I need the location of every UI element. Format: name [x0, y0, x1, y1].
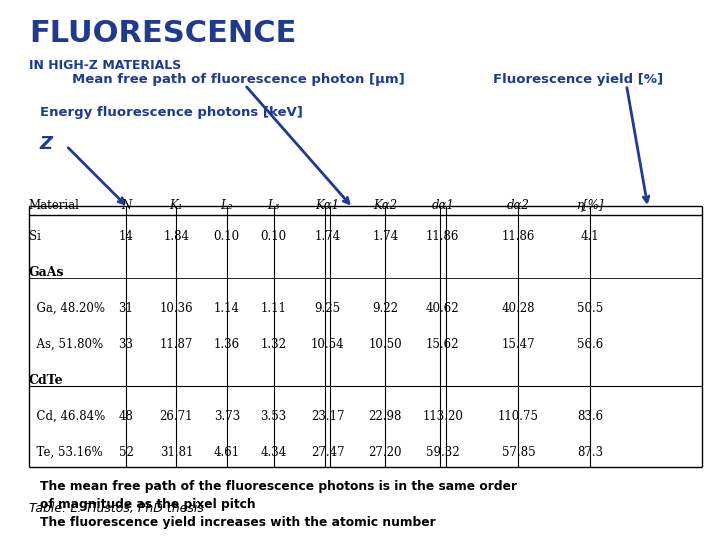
Text: Table: L. Tlustos, PhD thesis: Table: L. Tlustos, PhD thesis [29, 502, 204, 515]
Text: Z: Z [40, 135, 53, 153]
Text: IN HIGH-Z MATERIALS: IN HIGH-Z MATERIALS [29, 59, 181, 72]
Text: Energy fluorescence photons [keV]: Energy fluorescence photons [keV] [40, 106, 302, 119]
Text: 26.71: 26.71 [160, 410, 193, 423]
Text: Ga, 48.20%: Ga, 48.20% [29, 302, 105, 315]
Text: As, 51.80%: As, 51.80% [29, 338, 103, 351]
Text: Te, 53.16%: Te, 53.16% [29, 446, 102, 459]
Text: 1.36: 1.36 [214, 338, 240, 351]
Text: 23.17: 23.17 [311, 410, 344, 423]
Text: Kα1: Kα1 [315, 199, 340, 212]
Text: The mean free path of the fluorescence photons is in the same order
of magnitude: The mean free path of the fluorescence p… [40, 480, 517, 529]
Text: 1.84: 1.84 [163, 230, 189, 243]
Text: 87.3: 87.3 [577, 446, 603, 459]
Text: 3.73: 3.73 [214, 410, 240, 423]
Text: 113.20: 113.20 [423, 410, 463, 423]
Text: 48: 48 [119, 410, 133, 423]
Text: 56.6: 56.6 [577, 338, 603, 351]
Text: 3.53: 3.53 [261, 410, 287, 423]
Text: 1.74: 1.74 [372, 230, 398, 243]
Text: 0.10: 0.10 [214, 230, 240, 243]
Text: 0.10: 0.10 [261, 230, 287, 243]
Text: FLUORESCENCE: FLUORESCENCE [29, 18, 296, 48]
Text: 14: 14 [119, 230, 133, 243]
Text: 27.47: 27.47 [311, 446, 344, 459]
Text: 22.98: 22.98 [369, 410, 402, 423]
Text: dα1: dα1 [431, 199, 454, 212]
Text: 50.5: 50.5 [577, 302, 603, 315]
Text: 1.32: 1.32 [261, 338, 287, 351]
Text: 52: 52 [119, 446, 133, 459]
Text: 15.62: 15.62 [426, 338, 459, 351]
Text: Si: Si [29, 230, 40, 243]
Text: 11.87: 11.87 [160, 338, 193, 351]
Text: η[%]: η[%] [577, 199, 604, 212]
Text: 1.74: 1.74 [315, 230, 341, 243]
Text: L₂: L₂ [220, 199, 233, 212]
Text: 57.85: 57.85 [502, 446, 535, 459]
Text: 27.20: 27.20 [369, 446, 402, 459]
Text: 4.61: 4.61 [214, 446, 240, 459]
Text: 40.62: 40.62 [426, 302, 459, 315]
Text: 110.75: 110.75 [498, 410, 539, 423]
Text: L₃: L₃ [267, 199, 280, 212]
Text: K₁: K₁ [170, 199, 183, 212]
Text: CdTe: CdTe [29, 374, 63, 387]
Text: 10.50: 10.50 [369, 338, 402, 351]
Text: 9.22: 9.22 [372, 302, 398, 315]
Text: 1.14: 1.14 [214, 302, 240, 315]
Text: Material: Material [29, 199, 80, 212]
Text: Kα2: Kα2 [373, 199, 397, 212]
Text: 10.54: 10.54 [311, 338, 344, 351]
Text: 4.34: 4.34 [261, 446, 287, 459]
Text: N: N [121, 199, 131, 212]
Text: 83.6: 83.6 [577, 410, 603, 423]
Text: 31.81: 31.81 [160, 446, 193, 459]
Text: Fluorescence yield [%]: Fluorescence yield [%] [493, 73, 663, 86]
Text: dα2: dα2 [507, 199, 530, 212]
Text: 9.25: 9.25 [315, 302, 341, 315]
Text: 11.86: 11.86 [426, 230, 459, 243]
Text: 31: 31 [119, 302, 133, 315]
Text: Mean free path of fluorescence photon [μm]: Mean free path of fluorescence photon [μ… [72, 73, 405, 86]
Text: 33: 33 [119, 338, 133, 351]
Text: 40.28: 40.28 [502, 302, 535, 315]
Text: 4.1: 4.1 [581, 230, 600, 243]
Text: 1.11: 1.11 [261, 302, 287, 315]
Text: GaAs: GaAs [29, 266, 64, 279]
Text: 59.32: 59.32 [426, 446, 459, 459]
Text: 10.36: 10.36 [160, 302, 193, 315]
Text: 11.86: 11.86 [502, 230, 535, 243]
Text: 15.47: 15.47 [502, 338, 535, 351]
Text: Cd, 46.84%: Cd, 46.84% [29, 410, 105, 423]
